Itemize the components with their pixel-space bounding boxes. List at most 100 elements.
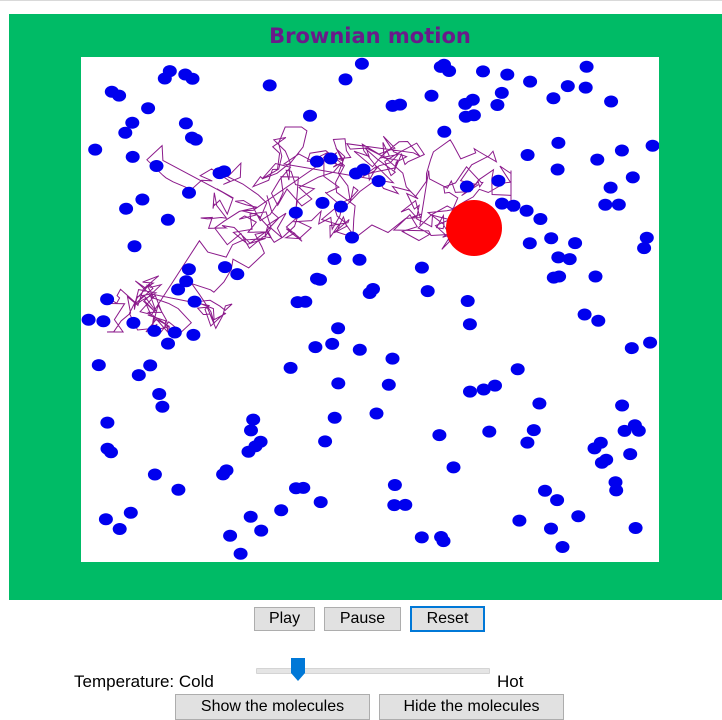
molecule bbox=[354, 57, 369, 70]
molecule bbox=[112, 523, 127, 535]
molecule bbox=[369, 407, 384, 420]
top-border bbox=[0, 0, 722, 1]
molecule bbox=[482, 425, 497, 438]
play-button[interactable]: Play bbox=[254, 607, 315, 631]
molecule bbox=[385, 352, 400, 365]
temperature-label: Temperature: Cold bbox=[74, 672, 214, 691]
molecule bbox=[488, 379, 502, 392]
reset-button[interactable]: Reset bbox=[410, 606, 485, 632]
molecule bbox=[81, 313, 96, 326]
molecule bbox=[591, 314, 606, 327]
hot-label: Hot bbox=[497, 672, 524, 691]
molecule bbox=[490, 99, 505, 111]
molecule bbox=[387, 479, 402, 491]
particle-trail bbox=[106, 126, 512, 334]
molecule bbox=[327, 411, 342, 424]
molecule bbox=[181, 263, 196, 276]
molecule bbox=[157, 72, 172, 85]
molecule bbox=[614, 144, 629, 157]
molecule bbox=[519, 204, 534, 217]
molecule bbox=[356, 163, 371, 176]
molecule bbox=[639, 231, 654, 244]
molecule bbox=[366, 283, 380, 295]
molecule bbox=[544, 522, 558, 535]
molecule bbox=[598, 198, 613, 211]
molecule bbox=[187, 295, 202, 308]
molecule bbox=[223, 529, 238, 542]
molecule bbox=[149, 160, 164, 172]
molecule bbox=[274, 504, 289, 517]
molecule bbox=[186, 328, 201, 341]
molecule bbox=[568, 237, 583, 250]
molecule bbox=[551, 136, 566, 149]
molecule bbox=[604, 95, 619, 108]
molecule bbox=[643, 336, 658, 349]
molecule bbox=[143, 359, 158, 372]
molecule bbox=[289, 482, 303, 495]
molecule bbox=[333, 200, 348, 213]
molecule bbox=[125, 116, 140, 129]
molecule bbox=[414, 531, 429, 544]
molecule bbox=[526, 424, 541, 437]
molecule bbox=[579, 60, 594, 73]
molecule bbox=[352, 343, 367, 356]
molecule bbox=[437, 125, 452, 138]
molecule bbox=[217, 165, 232, 178]
molecule bbox=[219, 464, 234, 477]
molecule bbox=[615, 399, 630, 412]
molecule bbox=[182, 186, 196, 199]
molecule bbox=[318, 435, 333, 448]
molecule bbox=[631, 424, 646, 437]
molecule bbox=[446, 461, 461, 474]
molecule bbox=[91, 359, 106, 372]
molecule bbox=[290, 296, 305, 309]
molecule bbox=[381, 378, 396, 391]
molecule bbox=[546, 92, 561, 105]
molecule bbox=[352, 253, 367, 266]
molecule bbox=[434, 531, 449, 543]
molecule bbox=[578, 81, 593, 94]
molecule bbox=[577, 308, 592, 321]
molecule bbox=[185, 131, 199, 144]
molecule bbox=[96, 315, 111, 328]
molecule bbox=[248, 440, 263, 453]
simulation-title: Brownian motion bbox=[269, 24, 471, 48]
molecule bbox=[309, 155, 324, 168]
molecule bbox=[327, 253, 342, 265]
molecule bbox=[463, 385, 477, 398]
molecule bbox=[338, 73, 353, 86]
molecule bbox=[243, 510, 258, 523]
hide-molecules-button[interactable]: Hide the molecules bbox=[379, 694, 564, 720]
pause-button[interactable]: Pause bbox=[324, 607, 401, 631]
molecule bbox=[522, 237, 537, 250]
simulation-svg bbox=[81, 57, 659, 560]
molecule bbox=[126, 316, 141, 329]
molecule bbox=[244, 424, 258, 437]
show-molecules-button[interactable]: Show the molecules bbox=[175, 694, 370, 720]
molecule bbox=[218, 261, 232, 274]
molecule bbox=[254, 524, 269, 537]
molecule bbox=[625, 171, 640, 184]
molecule bbox=[462, 318, 477, 331]
simulation-canvas[interactable] bbox=[81, 57, 659, 562]
molecule bbox=[303, 109, 317, 122]
molecule bbox=[512, 514, 527, 527]
molecule bbox=[611, 198, 626, 211]
slider-thumb[interactable] bbox=[291, 658, 305, 682]
molecule bbox=[283, 361, 298, 374]
molecule bbox=[495, 197, 509, 210]
molecule bbox=[178, 117, 193, 130]
molecule bbox=[590, 153, 605, 166]
molecule bbox=[100, 416, 115, 429]
molecule bbox=[562, 253, 577, 266]
molecule bbox=[147, 468, 162, 481]
molecule bbox=[637, 242, 652, 255]
molecule bbox=[544, 232, 559, 245]
molecule bbox=[617, 424, 632, 437]
temperature-slider[interactable] bbox=[256, 658, 490, 682]
molecule bbox=[331, 377, 346, 390]
molecule bbox=[510, 363, 525, 376]
molecule bbox=[331, 322, 346, 335]
molecule bbox=[131, 369, 146, 382]
molecule bbox=[123, 506, 138, 519]
